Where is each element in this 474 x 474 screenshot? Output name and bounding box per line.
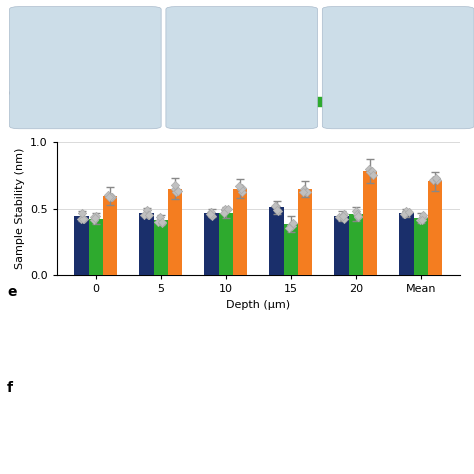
Point — [171, 181, 179, 189]
Point — [287, 222, 294, 229]
Point — [224, 205, 231, 213]
Text: e: e — [7, 284, 17, 299]
Point — [271, 202, 279, 210]
Point — [302, 188, 310, 196]
Point — [108, 193, 116, 201]
Point — [429, 176, 437, 183]
Point — [90, 216, 98, 224]
Point — [79, 216, 87, 223]
Point — [401, 210, 408, 218]
Bar — [139, 212, 154, 275]
X-axis label: Depth (μm): Depth (μm) — [226, 300, 291, 310]
Point — [432, 174, 440, 182]
Point — [144, 211, 151, 219]
Text: f: f — [7, 381, 13, 395]
Point — [355, 213, 362, 221]
Point — [145, 211, 153, 219]
Bar — [103, 196, 118, 275]
Point — [300, 185, 308, 192]
Point — [78, 209, 86, 217]
Point — [405, 209, 412, 216]
Point — [104, 191, 112, 199]
Point — [339, 212, 347, 220]
Y-axis label: Sample Stability (nm): Sample Stability (nm) — [15, 148, 25, 269]
Point — [303, 188, 311, 196]
Point — [238, 184, 246, 191]
Point — [419, 211, 427, 219]
Point — [90, 213, 98, 221]
Point — [221, 206, 229, 214]
Point — [403, 208, 410, 215]
Bar — [334, 216, 349, 275]
Point — [366, 169, 374, 176]
Bar — [233, 189, 247, 275]
Point — [368, 167, 375, 175]
Point — [155, 218, 162, 226]
Point — [221, 205, 228, 212]
FancyBboxPatch shape — [166, 7, 318, 129]
Point — [273, 203, 280, 210]
Point — [235, 182, 242, 190]
Point — [174, 187, 182, 195]
Point — [80, 215, 88, 222]
Point — [238, 188, 246, 195]
Point — [433, 176, 441, 183]
Point — [352, 207, 359, 214]
Bar — [204, 213, 219, 275]
Point — [285, 224, 292, 232]
Bar — [298, 189, 312, 275]
Bar — [154, 220, 168, 275]
FancyBboxPatch shape — [9, 7, 161, 129]
Point — [92, 212, 100, 219]
Bar — [168, 189, 182, 275]
Point — [400, 210, 408, 218]
Point — [340, 215, 347, 223]
Point — [207, 209, 214, 216]
Bar — [414, 218, 428, 275]
Point — [289, 219, 297, 227]
Point — [159, 218, 166, 226]
FancyBboxPatch shape — [322, 7, 474, 129]
Bar — [428, 182, 442, 275]
Point — [91, 214, 98, 222]
Point — [172, 185, 179, 193]
Point — [354, 213, 362, 220]
Point — [207, 210, 214, 218]
Text: d: d — [9, 86, 18, 100]
Bar — [399, 212, 414, 275]
Point — [353, 210, 360, 218]
Point — [173, 188, 180, 195]
Point — [77, 215, 85, 222]
Point — [273, 206, 281, 214]
Point — [208, 212, 216, 220]
Bar — [363, 172, 377, 275]
Point — [237, 185, 245, 193]
Point — [208, 211, 215, 219]
Point — [417, 216, 424, 223]
Bar — [89, 219, 103, 275]
Point — [288, 222, 295, 229]
Bar — [349, 214, 363, 275]
Point — [158, 219, 166, 227]
Bar — [219, 212, 233, 275]
Point — [143, 206, 151, 214]
Point — [300, 189, 307, 196]
Point — [274, 207, 282, 215]
Bar — [269, 207, 283, 275]
Point — [340, 210, 348, 218]
Point — [108, 193, 115, 201]
Point — [140, 211, 148, 219]
Point — [369, 171, 376, 179]
Bar — [74, 216, 89, 275]
Point — [432, 175, 440, 182]
Legend: Δx (nm), Δy (nm), Δz (nm): Δx (nm), Δy (nm), Δz (nm) — [239, 97, 455, 107]
Point — [220, 210, 228, 217]
Point — [156, 213, 164, 221]
Point — [418, 217, 426, 224]
Bar — [283, 224, 298, 275]
Point — [365, 165, 373, 173]
Point — [106, 193, 113, 201]
Point — [336, 214, 343, 221]
Point — [419, 213, 427, 220]
